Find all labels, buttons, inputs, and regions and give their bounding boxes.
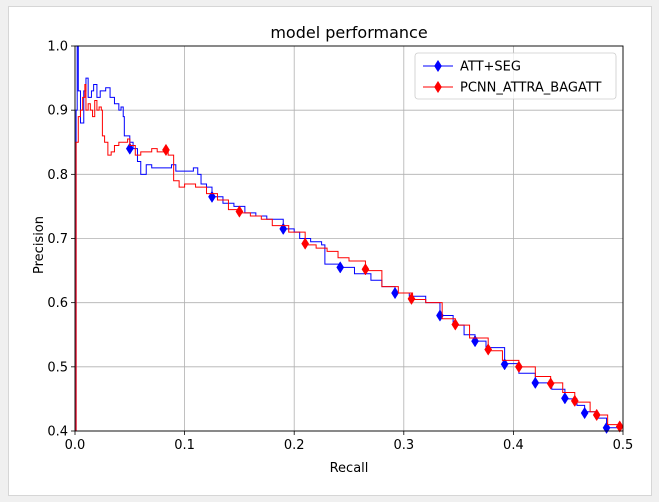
chart-title: model performance	[270, 23, 427, 42]
y-tick-label: 0.8	[47, 168, 68, 183]
x-tick-label: 0.3	[393, 438, 414, 453]
legend-label: PCNN_ATTRA_BAGATT	[460, 81, 602, 96]
data-marker	[602, 421, 611, 434]
series-layer	[75, 45, 624, 434]
y-tick-label: 1.0	[47, 40, 68, 55]
data-marker	[162, 143, 170, 157]
legend-label: ATT+SEG	[460, 60, 521, 75]
x-tick-label: 0.4	[503, 438, 524, 453]
data-marker	[484, 343, 493, 356]
legend-marker	[434, 80, 442, 94]
data-marker	[531, 376, 540, 390]
data-marker	[361, 263, 370, 276]
data-marker	[279, 222, 288, 236]
x-tick-label: 0.1	[174, 438, 195, 453]
data-marker	[580, 406, 589, 420]
x-tick-label: 0.0	[65, 438, 86, 453]
data-marker	[391, 286, 399, 300]
y-tick-label: 0.6	[47, 296, 68, 311]
data-marker	[451, 318, 460, 331]
series-pcnn-attra-bagatt	[75, 84, 623, 431]
y-tick-label: 0.5	[47, 360, 68, 375]
series-line	[75, 84, 623, 431]
chart-svg: model performance 0.0 0.1 0.2 0.3 0.4 0.50.40…	[32, 23, 633, 476]
data-marker	[471, 335, 479, 348]
data-marker	[570, 394, 579, 407]
x-tick-label: 0.5	[613, 438, 634, 453]
x-tick-label: 0.2	[284, 438, 305, 453]
data-marker	[235, 205, 244, 218]
legend: ATT+SEG PCNN_ATTRA_BAGATT	[414, 52, 617, 100]
data-marker	[561, 392, 569, 405]
data-marker	[336, 261, 345, 274]
data-marker	[500, 358, 509, 371]
y-tick-label: 0.4	[47, 425, 68, 440]
x-axis-label: Recall	[330, 461, 369, 476]
legend-box	[414, 52, 617, 100]
data-marker	[546, 377, 555, 390]
legend-marker	[434, 59, 442, 73]
data-marker	[301, 237, 310, 250]
data-marker	[208, 190, 216, 203]
y-axis-label: Precision	[32, 216, 47, 274]
figure-window: model performance 0.0 0.1 0.2 0.3 0.4 0.5 0.4 0…	[8, 6, 652, 496]
data-marker	[592, 408, 601, 422]
data-marker	[615, 420, 624, 433]
grid-layer	[74, 45, 624, 432]
axes-layer: 0.0 0.1 0.2 0.3 0.4 0.5 0.4 0.5 0.6 0.7 0.8 0.9 1.0	[47, 40, 633, 454]
y-tick-label: 0.7	[47, 232, 68, 247]
data-marker	[407, 292, 416, 305]
y-tick-label: 0.9	[47, 104, 68, 119]
data-marker	[515, 360, 523, 373]
plot-area-border	[74, 45, 624, 432]
